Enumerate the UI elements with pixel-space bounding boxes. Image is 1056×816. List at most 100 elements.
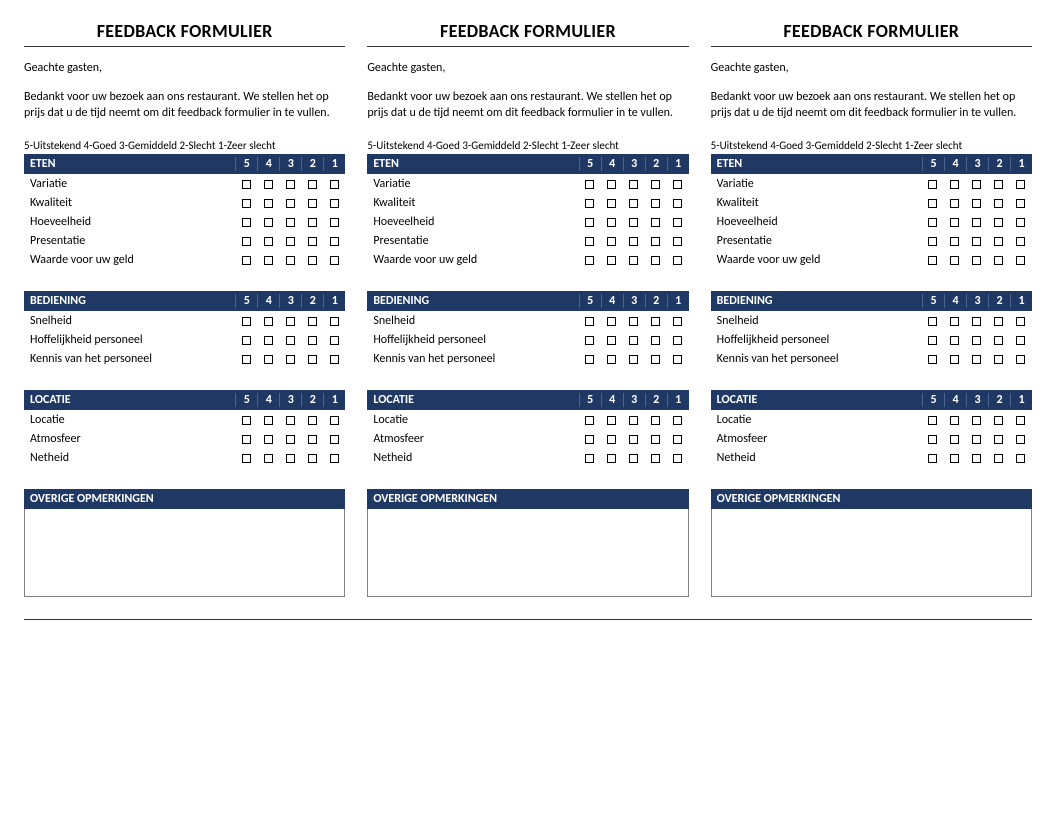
rating-checkbox[interactable] <box>994 416 1003 425</box>
rating-checkbox[interactable] <box>629 218 638 227</box>
rating-checkbox[interactable] <box>928 355 937 364</box>
rating-checkbox[interactable] <box>972 199 981 208</box>
rating-checkbox[interactable] <box>242 180 251 189</box>
rating-checkbox[interactable] <box>673 336 682 345</box>
rating-checkbox[interactable] <box>673 218 682 227</box>
rating-checkbox[interactable] <box>1016 237 1025 246</box>
rating-checkbox[interactable] <box>286 435 295 444</box>
rating-checkbox[interactable] <box>1016 180 1025 189</box>
rating-checkbox[interactable] <box>994 336 1003 345</box>
rating-checkbox[interactable] <box>264 180 273 189</box>
rating-checkbox[interactable] <box>972 218 981 227</box>
rating-checkbox[interactable] <box>607 218 616 227</box>
rating-checkbox[interactable] <box>286 355 295 364</box>
rating-checkbox[interactable] <box>950 416 959 425</box>
rating-checkbox[interactable] <box>607 199 616 208</box>
rating-checkbox[interactable] <box>607 416 616 425</box>
rating-checkbox[interactable] <box>972 256 981 265</box>
rating-checkbox[interactable] <box>928 237 937 246</box>
rating-checkbox[interactable] <box>651 199 660 208</box>
rating-checkbox[interactable] <box>629 180 638 189</box>
rating-checkbox[interactable] <box>629 355 638 364</box>
rating-checkbox[interactable] <box>950 435 959 444</box>
comments-box[interactable] <box>24 509 345 597</box>
rating-checkbox[interactable] <box>585 218 594 227</box>
rating-checkbox[interactable] <box>308 256 317 265</box>
rating-checkbox[interactable] <box>242 416 251 425</box>
rating-checkbox[interactable] <box>607 180 616 189</box>
rating-checkbox[interactable] <box>629 237 638 246</box>
rating-checkbox[interactable] <box>286 237 295 246</box>
rating-checkbox[interactable] <box>330 355 339 364</box>
rating-checkbox[interactable] <box>629 454 638 463</box>
rating-checkbox[interactable] <box>1016 435 1025 444</box>
rating-checkbox[interactable] <box>1016 256 1025 265</box>
rating-checkbox[interactable] <box>242 454 251 463</box>
rating-checkbox[interactable] <box>651 180 660 189</box>
rating-checkbox[interactable] <box>585 199 594 208</box>
rating-checkbox[interactable] <box>607 435 616 444</box>
rating-checkbox[interactable] <box>286 416 295 425</box>
rating-checkbox[interactable] <box>264 454 273 463</box>
rating-checkbox[interactable] <box>972 336 981 345</box>
rating-checkbox[interactable] <box>651 454 660 463</box>
rating-checkbox[interactable] <box>994 317 1003 326</box>
rating-checkbox[interactable] <box>1016 199 1025 208</box>
rating-checkbox[interactable] <box>994 435 1003 444</box>
rating-checkbox[interactable] <box>585 355 594 364</box>
rating-checkbox[interactable] <box>264 199 273 208</box>
rating-checkbox[interactable] <box>972 416 981 425</box>
rating-checkbox[interactable] <box>994 218 1003 227</box>
rating-checkbox[interactable] <box>330 218 339 227</box>
rating-checkbox[interactable] <box>673 237 682 246</box>
rating-checkbox[interactable] <box>928 199 937 208</box>
rating-checkbox[interactable] <box>308 237 317 246</box>
rating-checkbox[interactable] <box>651 355 660 364</box>
rating-checkbox[interactable] <box>673 256 682 265</box>
rating-checkbox[interactable] <box>972 435 981 444</box>
rating-checkbox[interactable] <box>607 256 616 265</box>
rating-checkbox[interactable] <box>1016 355 1025 364</box>
comments-box[interactable] <box>711 509 1032 597</box>
rating-checkbox[interactable] <box>286 317 295 326</box>
rating-checkbox[interactable] <box>994 237 1003 246</box>
rating-checkbox[interactable] <box>994 355 1003 364</box>
rating-checkbox[interactable] <box>629 416 638 425</box>
rating-checkbox[interactable] <box>330 317 339 326</box>
rating-checkbox[interactable] <box>629 317 638 326</box>
rating-checkbox[interactable] <box>330 199 339 208</box>
rating-checkbox[interactable] <box>994 199 1003 208</box>
rating-checkbox[interactable] <box>585 454 594 463</box>
rating-checkbox[interactable] <box>242 435 251 444</box>
rating-checkbox[interactable] <box>286 454 295 463</box>
rating-checkbox[interactable] <box>242 237 251 246</box>
rating-checkbox[interactable] <box>994 454 1003 463</box>
rating-checkbox[interactable] <box>308 218 317 227</box>
rating-checkbox[interactable] <box>651 237 660 246</box>
rating-checkbox[interactable] <box>585 317 594 326</box>
rating-checkbox[interactable] <box>308 317 317 326</box>
rating-checkbox[interactable] <box>1016 317 1025 326</box>
rating-checkbox[interactable] <box>928 180 937 189</box>
rating-checkbox[interactable] <box>950 218 959 227</box>
rating-checkbox[interactable] <box>651 317 660 326</box>
rating-checkbox[interactable] <box>264 317 273 326</box>
rating-checkbox[interactable] <box>264 416 273 425</box>
rating-checkbox[interactable] <box>264 218 273 227</box>
rating-checkbox[interactable] <box>607 237 616 246</box>
rating-checkbox[interactable] <box>1016 218 1025 227</box>
rating-checkbox[interactable] <box>607 336 616 345</box>
rating-checkbox[interactable] <box>673 355 682 364</box>
rating-checkbox[interactable] <box>972 317 981 326</box>
rating-checkbox[interactable] <box>585 416 594 425</box>
rating-checkbox[interactable] <box>651 218 660 227</box>
rating-checkbox[interactable] <box>673 416 682 425</box>
rating-checkbox[interactable] <box>950 199 959 208</box>
rating-checkbox[interactable] <box>629 435 638 444</box>
rating-checkbox[interactable] <box>330 454 339 463</box>
rating-checkbox[interactable] <box>308 435 317 444</box>
rating-checkbox[interactable] <box>242 336 251 345</box>
rating-checkbox[interactable] <box>242 199 251 208</box>
rating-checkbox[interactable] <box>330 237 339 246</box>
rating-checkbox[interactable] <box>928 454 937 463</box>
